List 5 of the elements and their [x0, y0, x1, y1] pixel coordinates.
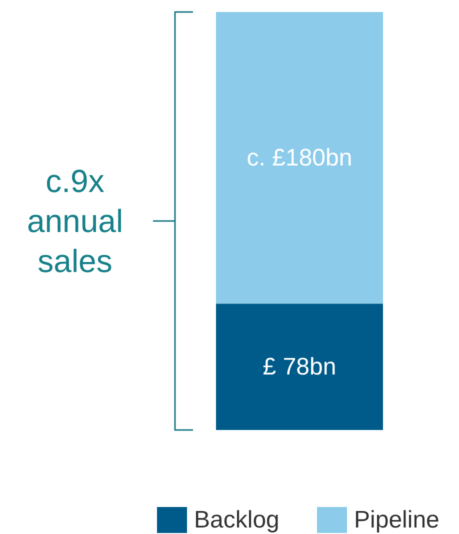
data-label: £ 78bn — [262, 353, 336, 380]
text: c.9x annual sales — [26, 163, 124, 279]
data-label: c. £180bn — [246, 144, 352, 172]
legend-label: Backlog — [194, 506, 280, 534]
legend-label: Pipeline — [354, 506, 440, 534]
